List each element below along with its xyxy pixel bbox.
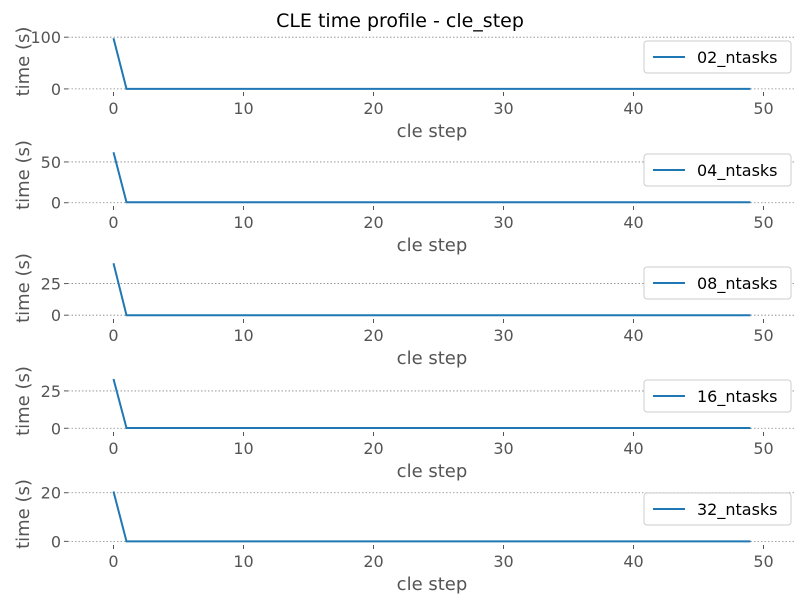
subplot-2: 0 50 0 10 20 30 40 50 cle step time (s) 04_ntasks (13, 140, 796, 256)
series-line-16_ntasks (112, 378, 751, 429)
x-tick-label: 10 (233, 99, 253, 118)
y-axis-label: time (s) (13, 27, 34, 97)
y-tick-label: 20 (41, 484, 61, 503)
x-tick-label: 50 (753, 326, 773, 345)
legend-label: 32_ntasks (697, 500, 778, 520)
chart-title: CLE time profile - cle_step (276, 10, 524, 32)
y-tick-label: 100 (30, 28, 61, 47)
x-tick-label: 40 (623, 552, 643, 571)
y-tick-label: 0 (51, 419, 61, 438)
legend-box (643, 379, 792, 413)
legend-label: 04_ntasks (697, 161, 778, 181)
legend: 16_ntasks (643, 379, 792, 413)
y-axis-label: time (s) (13, 366, 34, 436)
x-tick-label: 40 (623, 326, 643, 345)
y-axis-label: time (s) (13, 140, 34, 210)
x-tick-label: 10 (233, 552, 253, 571)
series-line-04_ntasks (112, 151, 751, 204)
legend-label: 16_ntasks (697, 387, 778, 407)
y-tick-label: 50 (41, 153, 61, 172)
x-tick-label: 20 (363, 439, 383, 458)
x-tick-label: 20 (363, 99, 383, 118)
x-tick-label: 0 (108, 99, 118, 118)
x-tick-label: 20 (363, 552, 383, 571)
y-tick-label: 0 (51, 194, 61, 213)
x-tick-label: 40 (623, 99, 643, 118)
x-tick-label: 10 (233, 439, 253, 458)
y-axis-label: time (s) (13, 479, 34, 549)
legend-label: 08_ntasks (697, 274, 778, 294)
y-tick-label: 25 (41, 275, 61, 294)
legend: 04_ntasks (643, 153, 792, 187)
x-tick-label: 50 (753, 439, 773, 458)
legend: 32_ntasks (643, 492, 792, 526)
x-tick-label: 0 (108, 552, 118, 571)
x-axis-label: cle step (397, 348, 468, 369)
legend-box (643, 153, 792, 187)
subplot-1: 0 100 0 10 20 30 40 50 cle step time (s) 02_ntasks (13, 27, 796, 142)
x-tick-label: 0 (108, 326, 118, 345)
x-tick-label: 30 (493, 326, 513, 345)
x-axis-label: cle step (397, 461, 468, 482)
subplot-5: 0 20 0 10 20 30 40 50 cle step time (s) 32_ntasks (13, 479, 796, 595)
y-tick-label: 25 (41, 382, 61, 401)
x-tick-label: 40 (623, 439, 643, 458)
legend-box (643, 40, 792, 74)
x-tick-label: 10 (233, 326, 253, 345)
y-axis-label: time (s) (13, 253, 34, 323)
subplot-4: 0 25 0 10 20 30 40 50 cle step time (s) 16_ntasks (13, 366, 796, 482)
y-tick-label: 0 (51, 80, 61, 99)
x-tick-label: 20 (363, 213, 383, 232)
x-tick-label: 20 (363, 326, 383, 345)
legend: 02_ntasks (643, 40, 792, 74)
x-tick-label: 30 (493, 552, 513, 571)
x-axis-label: cle step (397, 574, 468, 595)
legend: 08_ntasks (643, 266, 792, 300)
x-tick-label: 40 (623, 213, 643, 232)
series-line-02_ntasks (112, 37, 751, 90)
x-axis-label: cle step (397, 235, 468, 256)
series-line-32_ntasks (112, 491, 751, 543)
legend-label: 02_ntasks (697, 48, 778, 68)
subplot-3: 0 25 0 10 20 30 40 50 cle step time (s) 08_ntasks (13, 253, 796, 369)
x-tick-label: 10 (233, 213, 253, 232)
x-tick-label: 0 (108, 439, 118, 458)
x-tick-label: 50 (753, 99, 773, 118)
x-tick-label: 50 (753, 213, 773, 232)
y-tick-label: 0 (51, 532, 61, 551)
x-tick-label: 0 (108, 213, 118, 232)
x-axis-label: cle step (397, 121, 468, 142)
x-tick-label: 30 (493, 213, 513, 232)
series-line-08_ntasks (112, 263, 751, 317)
x-tick-label: 50 (753, 552, 773, 571)
x-tick-label: 30 (493, 439, 513, 458)
legend-box (643, 266, 792, 300)
y-tick-label: 0 (51, 306, 61, 325)
x-tick-label: 30 (493, 99, 513, 118)
legend-box (643, 492, 792, 526)
